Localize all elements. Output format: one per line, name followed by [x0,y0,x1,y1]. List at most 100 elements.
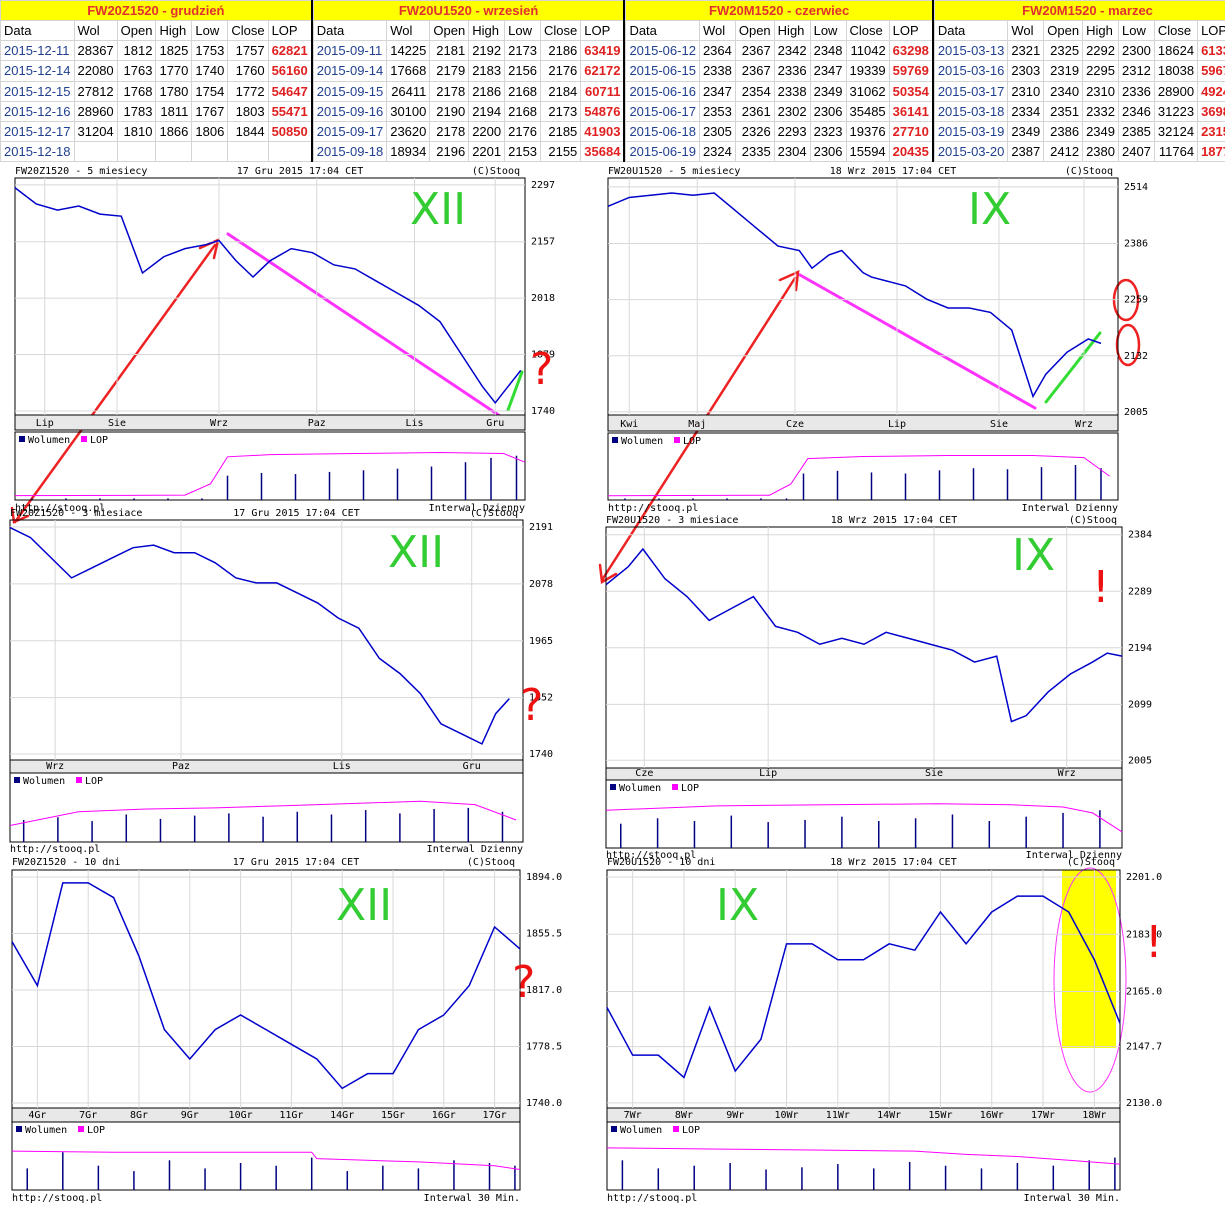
x-tick-label: Sie [108,418,126,429]
annotation: XII [388,527,444,578]
table-cell: 2178 [429,80,470,102]
column-header: LOP [267,20,313,42]
y-tick-label: 1894.0 [526,872,562,883]
y-tick-label: 2018 [531,293,555,304]
column-header: Close [1153,20,1199,42]
table-cell: 2015-09-16 [312,100,388,122]
x-tick-label: Paz [172,761,190,772]
y-tick-label: 1879 [531,350,555,361]
table-cell: 2015-03-18 [933,100,1009,122]
x-axis-band [14,414,526,431]
y-tick-label: 2191 [529,522,553,533]
price-line [11,882,521,1090]
x-tick-label: 17Wr [1031,1110,1055,1121]
table-cell: 27812 [73,80,118,102]
legend-swatch [81,436,87,442]
plot-frame [607,177,1119,416]
table-cell: 36984 [1197,100,1225,122]
table-cell: 1767 [191,100,229,122]
plot-frame [9,519,524,761]
x-tick-label: Cze [786,419,804,430]
copyright: (C)Stooq [1065,166,1113,177]
header-row: Data Wol Open High Low Close LOP [625,20,934,42]
copyright: (C)Stooq [467,857,515,868]
column-header: High [773,20,811,42]
chart-title: FW20Z1520 - 3 miesiace [10,508,142,519]
table-cell: 2176 [504,120,542,142]
column-header: High [1082,20,1119,42]
table-cell: 1757 [227,40,269,62]
table-cell: 28960 [73,100,118,122]
trend-line [226,232,502,418]
x-axis-band [9,759,524,774]
table-cell: 2310 [1007,80,1045,102]
source: http://stooq.pl [10,844,100,855]
table-cell: 1825 [155,40,193,62]
x-tick-label: Kwi [620,419,638,430]
table-cell: 2310 [1082,80,1119,102]
x-tick-label: Paz [308,418,326,429]
y-tick-label: 2183.0 [1126,929,1162,940]
table-cell: 2306 [809,140,847,163]
x-axis-band [607,414,1119,432]
table-cell: 19339 [845,60,890,82]
y-tick-label: 2099 [1128,699,1152,710]
table-cell: 2181 [429,40,470,62]
table-cell: 2407 [1117,140,1155,163]
y-tick-label: 2259 [1124,295,1148,306]
table-row: 2015-09-14 17668 2179 2183 2156 2176 62172 [312,60,625,82]
table-cell: 2196 [429,140,470,163]
chart-date: 17 Gru 2015 17:04 CET [233,508,359,519]
table-cell: 1866 [155,120,193,142]
table-cell: 27710 [888,120,934,142]
y-tick-label: 1740 [529,749,553,760]
y-tick-label: 2297 [531,180,555,191]
table-cell: 2178 [429,120,470,142]
legend-swatch [673,1126,679,1132]
y-tick-label: 2157 [531,237,555,248]
table-cell: 2015-06-19 [625,140,700,163]
table-row: 2015-12-14 22080 1763 1770 1740 1760 56160 [0,60,313,82]
table-cell: 2015-03-13 [933,40,1009,62]
header-row: Data Wol Open High Low Close LOP [0,20,313,42]
source: http://stooq.pl [15,503,105,514]
x-tick-label: 9Gr [181,1110,199,1121]
table-cell: 56160 [267,60,313,82]
table-row: 2015-12-18 [0,140,313,163]
lop-line [607,454,1110,497]
source: http://stooq.pl [608,503,698,514]
table-row: 2015-06-17 2353 2361 2302 2306 35485 36141 [625,100,934,122]
table-row: 2015-09-11 14225 2181 2192 2173 2186 63419 [312,40,625,62]
table-cell: 2015-12-11 [0,40,75,62]
table-cell: 2015-12-15 [0,80,75,102]
table-cell: 2338 [698,60,736,82]
table-cell: 1754 [191,80,229,102]
table-cell: 22080 [73,60,118,82]
table-cell: 1770 [155,60,193,82]
x-tick-label: Sie [925,768,943,779]
table-cell: 2305 [698,120,736,142]
data-table: FW20U1520 - wrzesień Data Wol Open High Low Cl… [312,0,626,163]
source: http://stooq.pl [606,850,696,861]
table-cell: 15594 [845,140,890,163]
chart-title: FW20Z1520 - 10 dni [12,857,120,868]
x-tick-label: 10Wr [775,1110,799,1121]
interval: Interwal Dzienny [427,844,523,855]
interval: Interwal 30 Min. [424,1193,520,1204]
arrow-head [10,506,30,524]
table-cell: 2300 [1117,40,1155,62]
table-cell: 2153 [504,140,542,163]
table-cell [227,140,269,163]
y-tick-label: 1855.5 [526,929,562,940]
column-header: Open [1043,20,1084,42]
annotation: ! [1092,562,1110,613]
table-row: 2015-03-1723102340231023362890049242 [933,80,1225,102]
y-tick-label: 2165.0 [1126,987,1162,998]
table-cell [73,140,118,163]
table-cell: 2156 [504,60,542,82]
x-tick-label: Sie [990,419,1008,430]
x-tick-label: 7Gr [79,1110,97,1121]
volume-frame [607,432,1119,501]
x-tick-label: 10Gr [229,1110,253,1121]
table-cell: 20435 [888,140,934,163]
